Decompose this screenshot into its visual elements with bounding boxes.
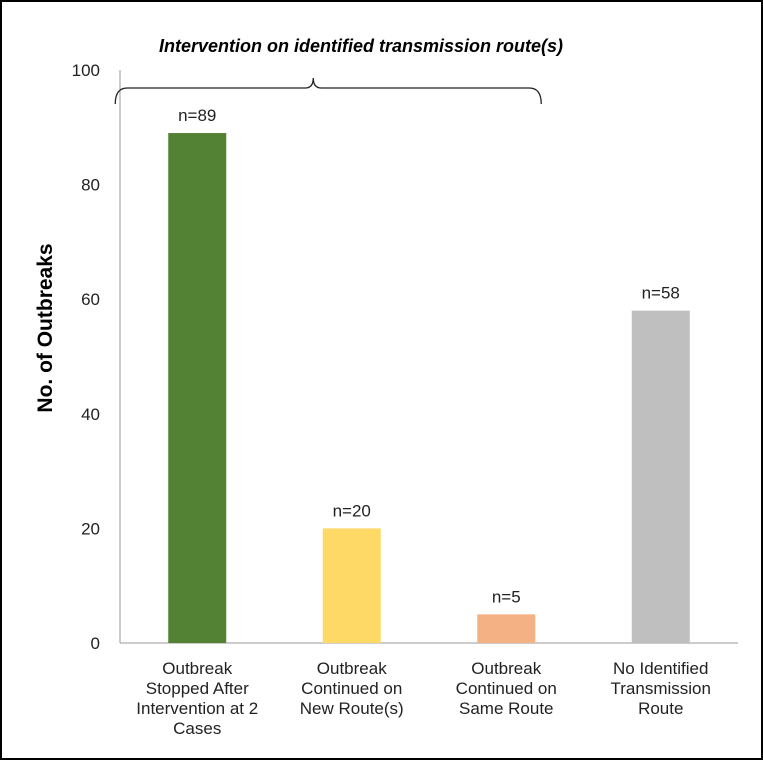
x-axis-labels: Outbreak Stopped After Intervention at 2 Ca… xyxy=(136,659,711,738)
data-label: n=5 xyxy=(492,587,521,606)
y-tick-label: 40 xyxy=(81,405,100,424)
bars xyxy=(168,133,690,643)
y-tick-label: 100 xyxy=(72,61,100,80)
bar xyxy=(477,614,536,643)
bar xyxy=(322,528,381,643)
annotation-text: Intervention on identified transmission … xyxy=(159,36,563,56)
data-labels: n=89 n=20 n=5 n=58 xyxy=(178,106,680,606)
x-tick-label: Outbreak Stopped After Intervention at 2 Ca… xyxy=(136,659,258,738)
y-tick-label: 80 xyxy=(81,176,100,195)
data-label: n=89 xyxy=(178,106,216,125)
y-axis-label: No. of Outbreaks xyxy=(34,243,57,412)
annotation-bracket xyxy=(114,77,542,105)
x-tick-label: No Identified Transmission Route xyxy=(611,659,711,718)
bar xyxy=(631,310,690,643)
x-tick-label: Outbreak Continued on New Route(s) xyxy=(300,659,404,718)
data-label: n=20 xyxy=(333,501,371,520)
x-tick-label: Outbreak Continued on Same Route xyxy=(456,659,557,718)
y-tick-label: 0 xyxy=(91,634,100,653)
curly-brace xyxy=(114,77,542,105)
y-tick-label: 20 xyxy=(81,519,100,538)
data-label: n=58 xyxy=(642,284,680,303)
y-tick-label: 60 xyxy=(81,290,100,309)
bar xyxy=(168,133,227,643)
